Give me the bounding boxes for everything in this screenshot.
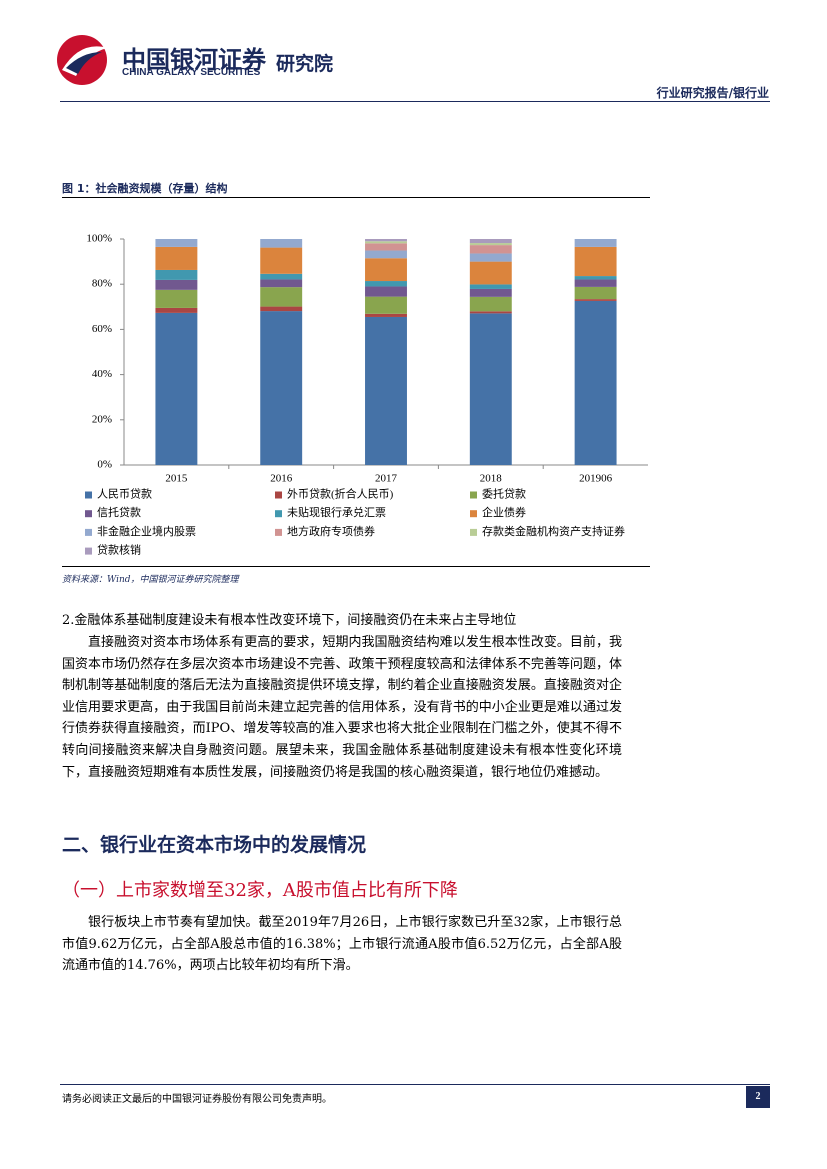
y-tick-label: 80% (92, 278, 112, 290)
legend-swatch (85, 491, 92, 499)
subheading: （一）上市家数增至32家，A股市值占比有所下降 (62, 880, 458, 901)
brand: 中国银河证券 (122, 46, 266, 74)
logo (57, 35, 108, 85)
bar-segment (155, 312, 198, 465)
x-tick-label: 2016 (270, 473, 293, 485)
bar-segment (469, 243, 512, 246)
x-tick-label: 2018 (480, 473, 503, 485)
y-tick-label: 0% (97, 459, 112, 471)
legend-label: 委托贷款 (482, 487, 526, 501)
bar-segment (155, 279, 198, 290)
bar-segment (469, 313, 512, 465)
bar-segment (260, 306, 303, 312)
bar-segment (365, 296, 407, 314)
bar-segment (365, 250, 407, 259)
figure-caption: 图 1：社会融资规模（存量）结构 (62, 182, 228, 195)
bar-segment (469, 284, 512, 289)
bar-segment (469, 253, 512, 262)
bar-segment (260, 247, 303, 274)
y-tick-label: 100% (86, 233, 112, 245)
legend-swatch (470, 491, 477, 499)
bar-segment (574, 246, 617, 277)
bar-segment (155, 269, 198, 280)
footer-rule (60, 1084, 770, 1085)
legend-swatch (85, 510, 92, 518)
legend-swatch (85, 528, 92, 536)
paragraph: 直接融资对资本市场体系有更高的要求，短期内我国融资结构难以发生根本性改变。目前，… (62, 635, 622, 780)
legend-swatch (85, 547, 92, 555)
figure-rule (62, 197, 650, 198)
bar-segment (469, 311, 512, 314)
legend-label: 地方政府专项债券 (287, 524, 375, 538)
y-tick-label: 60% (92, 323, 112, 335)
bar-segment (365, 258, 407, 282)
bar-segment (574, 299, 617, 301)
bar-segment (155, 307, 198, 313)
bar-segment (365, 286, 407, 297)
report-type: 行业研究报告/银行业 (656, 86, 769, 100)
bar-segment (574, 286, 617, 300)
bar-segment (260, 239, 303, 248)
x-tick-label: 2017 (375, 473, 398, 485)
legend-label: 人民币贷款 (97, 487, 152, 501)
bar-segment (260, 287, 303, 307)
bar-segment (260, 279, 303, 288)
legend-label: 非金融企业境内股票 (97, 524, 196, 538)
heading: 二、银行业在资本市场中的发展情况 (62, 834, 367, 856)
bar-segment (365, 316, 407, 465)
bar-segment (469, 296, 512, 312)
bar-segment (260, 311, 303, 465)
bar-segment (365, 281, 407, 287)
legend-swatch (470, 510, 477, 518)
chart: 0% 20% 40% 60% 80% 100% 2015 2016 2017 2018 201906… (85, 233, 648, 557)
legend-label: 外币贷款(折合人民币) (287, 487, 394, 501)
legend-swatch (275, 491, 282, 499)
page-number: 2 (746, 1086, 770, 1108)
bar-segment (574, 239, 617, 247)
y-tick-label: 40% (92, 368, 112, 380)
bar-segment (574, 300, 617, 465)
x-tick-label: 201906 (579, 473, 613, 485)
y-tick-label: 20% (92, 413, 112, 425)
legend-label: 未贴现银行承兑汇票 (287, 505, 386, 519)
disclaimer: 请务必阅读正文最后的中国银河证券股份有限公司免责声明。 (62, 1094, 332, 1105)
bar-segment (365, 241, 407, 244)
figure-source: 资料来源：Wind，中国银河证券研究院整理 (62, 575, 239, 585)
legend-swatch (275, 510, 282, 518)
bar-segment (155, 239, 198, 247)
legend-label: 企业债券 (482, 505, 526, 519)
point: 2.金融体系基础制度建设未有根本性改变环境下，间接融资仍在未来占主导地位 (62, 613, 517, 628)
x-tick-label: 2015 (165, 473, 188, 485)
legend-label: 存款类金融机构资产支持证券 (482, 524, 625, 538)
bar-segment (365, 239, 407, 242)
legend-swatch (275, 528, 282, 536)
bar-segment (155, 246, 198, 270)
brand-en: CHINA GALAXY SECURITIES (122, 67, 261, 78)
bar-segment (155, 289, 198, 308)
bar-segment (260, 273, 303, 280)
bar-segment (469, 245, 512, 254)
legend-label: 信托贷款 (97, 505, 141, 519)
bar-segment (365, 243, 407, 251)
bar-segment (574, 279, 617, 287)
bar-segment (469, 288, 512, 297)
legend-label: 贷款核销 (97, 543, 141, 557)
bar-segment (574, 276, 617, 280)
legend-swatch (470, 528, 477, 536)
paragraph: 银行板块上市节奏有望加快。截至2019年7月26日，上市银行家数已升至32家，上… (62, 915, 622, 974)
bar-segment (469, 261, 512, 285)
bar-segment (365, 313, 407, 317)
institute: 研究院 (276, 53, 334, 75)
header-rule (60, 101, 770, 102)
bar-segment (469, 239, 512, 244)
figure-rule (62, 566, 650, 567)
